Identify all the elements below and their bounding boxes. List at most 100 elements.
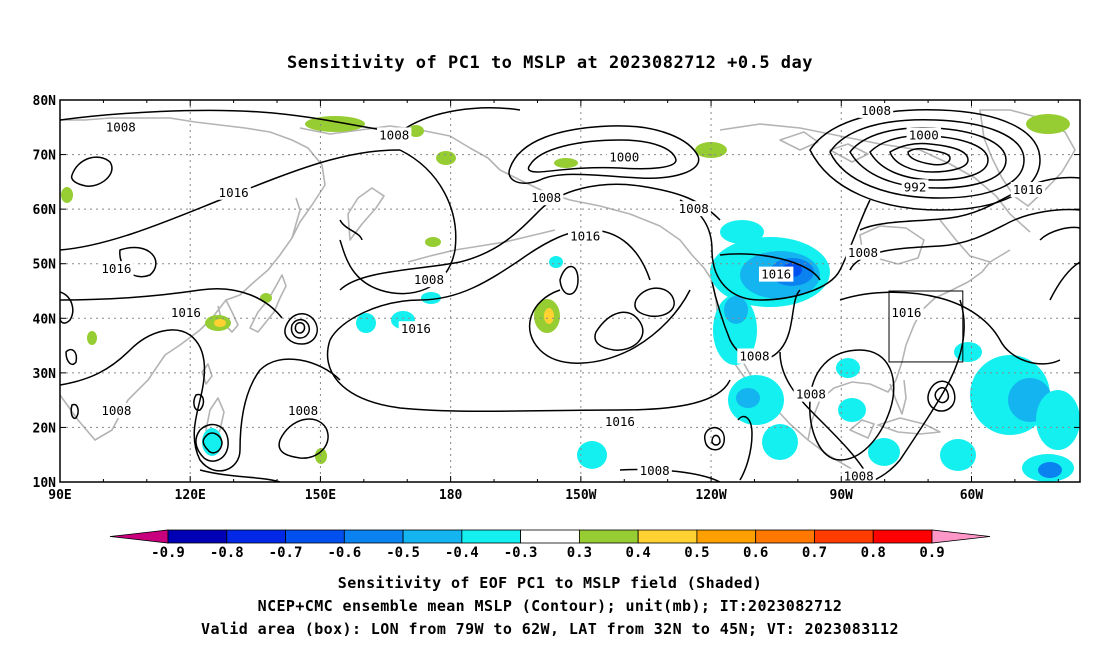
contour-label: 1008 bbox=[531, 190, 561, 205]
kamchatka-coast bbox=[347, 187, 385, 241]
shade-blob bbox=[425, 237, 441, 247]
contour-line bbox=[326, 339, 731, 413]
yucatan bbox=[849, 419, 875, 439]
contour-label-bg bbox=[737, 348, 772, 364]
contour-label-bg bbox=[889, 304, 924, 320]
colorbar-swatch bbox=[755, 529, 815, 544]
contour-label-bg bbox=[758, 266, 794, 282]
contour-label-bg bbox=[411, 272, 447, 288]
contour-label: 1016 bbox=[761, 267, 791, 282]
contour-label-bg bbox=[285, 403, 321, 419]
contour-line bbox=[339, 219, 363, 241]
contour-label: 1016 bbox=[401, 321, 431, 336]
contour-line bbox=[559, 265, 579, 295]
contour-line bbox=[70, 403, 79, 420]
shade-blob bbox=[260, 293, 272, 303]
gulf-of-mexico-coast bbox=[807, 344, 907, 441]
shade-blob bbox=[408, 125, 424, 137]
contour-label: 1016 bbox=[891, 305, 921, 320]
contour-line bbox=[711, 434, 721, 446]
contour-label-bg bbox=[398, 321, 434, 337]
shade-blob bbox=[736, 388, 760, 408]
shade-blob bbox=[61, 187, 73, 203]
colorbar-swatch bbox=[637, 529, 698, 544]
contour-line bbox=[60, 109, 401, 133]
colorbar: -0.9 -0.8 -0.7 -0.6 -0.5 -0.4 -0.3 0.3 0.4 0.5 0.6… bbox=[109, 529, 991, 561]
contour-label: 1008 bbox=[848, 245, 878, 260]
contour-line bbox=[290, 318, 311, 339]
contour-label: 1008 bbox=[640, 463, 670, 478]
contour-label: 1000 bbox=[909, 127, 939, 142]
shade-blob bbox=[421, 292, 441, 304]
lon-label: 120W bbox=[695, 488, 726, 503]
contour-line bbox=[399, 107, 521, 133]
alaska-coast bbox=[499, 169, 713, 281]
colorbar-swatch bbox=[343, 529, 404, 544]
lat-label: 30N bbox=[33, 367, 57, 382]
caption-line-3: Valid area (box): LON from 79W to 62W, L… bbox=[201, 620, 899, 638]
shade-blob bbox=[836, 358, 860, 378]
shade-blob bbox=[868, 438, 900, 466]
contour-label-bg bbox=[793, 386, 829, 402]
shade-blob bbox=[554, 158, 578, 168]
contour-label-bg bbox=[845, 244, 881, 260]
labrador bbox=[939, 219, 991, 263]
colorbar-label: 0.3 bbox=[567, 545, 592, 561]
contour-line bbox=[339, 183, 721, 291]
contour-line bbox=[634, 287, 675, 318]
contour-label: 1008 bbox=[796, 387, 826, 402]
contour-label-bg bbox=[103, 119, 138, 135]
contour-label: 1016 bbox=[1013, 182, 1043, 197]
colorbar-swatch bbox=[520, 529, 580, 544]
contour-line bbox=[737, 415, 753, 481]
colorbar-label: -0.6 bbox=[327, 545, 361, 561]
colorbar-swatch bbox=[167, 529, 228, 544]
japan-coast bbox=[249, 274, 287, 333]
contour-line bbox=[839, 291, 1061, 365]
cuba bbox=[877, 417, 941, 435]
valid-area-box bbox=[888, 290, 964, 363]
longitude-labels: 90E 120E 150E 180 150W 120W 90W 60W bbox=[48, 488, 983, 503]
contour-label: 1008 bbox=[414, 272, 444, 287]
contour-label-bg bbox=[607, 149, 642, 165]
contour-line bbox=[65, 348, 78, 366]
contour-label: 1016 bbox=[570, 228, 600, 243]
lat-label: 70N bbox=[33, 149, 57, 164]
philippines-coast bbox=[205, 397, 225, 445]
contour-line bbox=[703, 426, 725, 451]
colorbar-swatch bbox=[814, 529, 874, 544]
shade-blob bbox=[356, 313, 376, 333]
contour-line bbox=[60, 329, 341, 472]
contour-label-bg bbox=[841, 468, 876, 482]
contour-label: 1008 bbox=[106, 119, 136, 134]
lon-label: 120E bbox=[175, 488, 206, 503]
colorbar-label: -0.4 bbox=[445, 545, 479, 561]
shade-blob bbox=[87, 331, 97, 345]
shade-blob bbox=[838, 398, 866, 422]
shade-blob bbox=[202, 428, 222, 456]
contour-label-bg bbox=[567, 228, 603, 244]
contour-label-bg bbox=[901, 179, 929, 195]
contour-label: 1008 bbox=[379, 127, 409, 142]
colorbar-label: -0.3 bbox=[504, 545, 538, 561]
contour-line bbox=[284, 313, 318, 345]
lon-label: 60W bbox=[960, 488, 984, 503]
contour-label: 1000 bbox=[609, 149, 639, 164]
axis-ticks bbox=[59, 99, 1080, 483]
contour-line bbox=[927, 380, 956, 412]
lon-label: 150E bbox=[305, 488, 336, 503]
contour-line bbox=[202, 432, 223, 454]
shade-blob bbox=[724, 296, 748, 324]
shade-blob bbox=[1036, 390, 1080, 450]
contour-line bbox=[829, 119, 1025, 199]
shade-blob bbox=[544, 308, 554, 324]
shade-blob bbox=[762, 424, 798, 460]
contour-line bbox=[60, 288, 283, 319]
contour-label: 1016 bbox=[219, 185, 249, 200]
shade-blob bbox=[549, 256, 563, 268]
contour-label-bg bbox=[377, 127, 412, 143]
colorbar-swatch bbox=[578, 529, 639, 544]
contour-label: 1008 bbox=[861, 103, 891, 118]
contour-label: 1008 bbox=[101, 403, 131, 418]
